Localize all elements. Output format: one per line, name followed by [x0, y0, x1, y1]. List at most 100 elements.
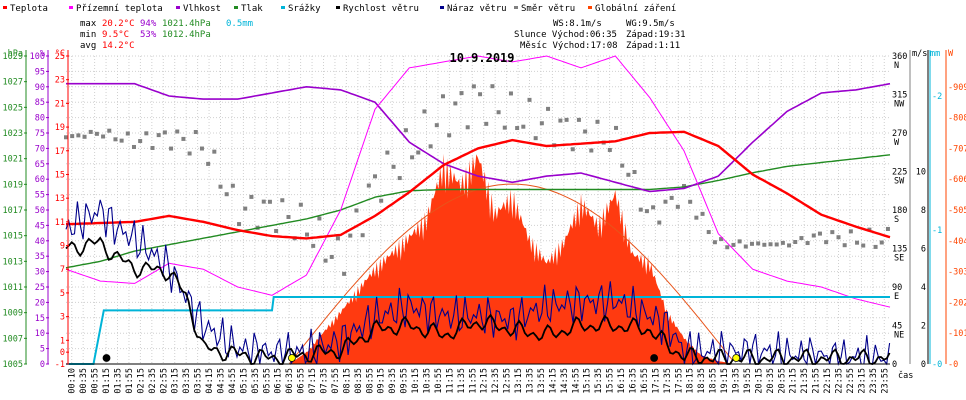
- legend-swatch: [176, 6, 180, 9]
- stat-mesic-zapad: Západ:1:11: [626, 41, 680, 51]
- wind-dir-point: [817, 231, 822, 236]
- legend-item-4: Srážky: [281, 4, 321, 14]
- axis-tick: 0: [921, 360, 926, 370]
- wind-dir-point: [651, 205, 656, 210]
- wind-dir-point: [193, 130, 198, 135]
- stat-max-hum: 94%: [140, 19, 157, 29]
- wind-dir-point: [527, 97, 532, 102]
- wind-dir-point: [82, 134, 87, 139]
- wind-dir-point: [737, 239, 742, 244]
- axis-tick: 1013: [3, 257, 23, 267]
- moon-rise-marker: [650, 354, 659, 362]
- wind-dir-point: [249, 194, 254, 199]
- axis-label: %: [40, 49, 45, 59]
- wind-dir-point: [181, 136, 186, 141]
- time-tick: 23:55: [880, 368, 890, 394]
- time-tick: 08:55: [365, 368, 375, 394]
- legend-label: Tlak: [241, 4, 263, 14]
- sunset-marker: [732, 354, 741, 362]
- wind-dir-point: [842, 243, 847, 248]
- time-tick: 01:35: [114, 368, 124, 394]
- axes: hPa1005100710091011101310151017101910211…: [3, 49, 966, 394]
- legend: Teplota Přízemní teplota Vlhkost Tlak Srážky…: [3, 4, 676, 14]
- time-tick: 11:15: [445, 368, 455, 394]
- series-prizemni-teplota: [65, 55, 891, 308]
- axis-tick: 3: [60, 313, 65, 323]
- axis-tick: 315: [892, 91, 907, 101]
- axis-tick: 70: [35, 144, 45, 154]
- time-tick: 05:35: [251, 368, 261, 394]
- legend-swatch: [336, 6, 340, 9]
- wind-dir-point: [855, 240, 860, 245]
- time-tick: 04:15: [205, 368, 215, 394]
- time-tick: 08:15: [342, 368, 352, 394]
- axis-tick: 1009: [3, 309, 23, 319]
- wind-dir-point: [564, 117, 569, 122]
- axis-tick: -404: [948, 237, 966, 247]
- axis-tick-compass: E: [894, 292, 899, 302]
- wind-dir-point: [805, 241, 810, 246]
- wind-dir-point: [508, 91, 513, 96]
- axis-tick: 25: [35, 283, 45, 293]
- axis-tick: 2: [921, 322, 926, 332]
- wind-dir-point: [706, 230, 711, 235]
- wind-dir-point: [218, 184, 223, 189]
- wind-dir-point: [230, 183, 235, 188]
- time-tick: 09:55: [400, 368, 410, 394]
- axis-tick: 0: [60, 348, 65, 358]
- axis-tick: 8: [921, 206, 926, 216]
- wind-dir-point: [490, 84, 495, 89]
- time-tick: 04:35: [217, 368, 227, 394]
- legend-item-7: Směr větru: [514, 4, 575, 14]
- legend-item-5: Rychlost větru: [336, 4, 419, 14]
- wind-dir-point: [546, 106, 551, 111]
- axis-tick: 90: [892, 283, 902, 293]
- moon-set-marker: [102, 354, 111, 362]
- axis-tick: 10: [916, 168, 926, 178]
- time-tick: 10:55: [434, 368, 444, 394]
- wind-dir-point: [348, 233, 353, 238]
- wind-dir-point: [354, 208, 359, 213]
- radiation-max-curve: [288, 183, 733, 365]
- time-tick: 18:35: [697, 368, 707, 394]
- wind-dir-point: [830, 230, 835, 235]
- time-tick: 17:15: [651, 368, 661, 394]
- time-tick: 22:35: [835, 368, 845, 394]
- wind-dir-point: [848, 229, 853, 234]
- wind-dir-point: [712, 240, 717, 245]
- axis-tick: 13: [55, 194, 65, 204]
- wind-dir-point: [212, 149, 217, 154]
- time-tick: 10:35: [423, 368, 433, 394]
- stat-avg-temp: 14.2°C: [102, 41, 135, 51]
- wind-dir-point: [107, 128, 112, 133]
- time-tick: 13:55: [537, 368, 547, 394]
- wind-dir-point: [169, 146, 174, 151]
- axis-rain: mm -0 -1 -2: [929, 49, 942, 370]
- time-tick: 11:35: [457, 368, 467, 394]
- time-tick: 03:55: [194, 368, 204, 394]
- axis-tick: 60: [35, 175, 45, 185]
- time-tick: 21:55: [812, 368, 822, 394]
- time-axis-label: čas: [898, 370, 913, 381]
- axis-tick-compass: SE: [894, 254, 904, 264]
- axis-tick: -2: [932, 92, 942, 102]
- wind-dir-point: [199, 146, 204, 151]
- stats-block: max 20.2°C 94% 1021.4hPa 0.5mm min 9.5°C…: [80, 19, 686, 51]
- legend-item-2: Vlhkost: [176, 4, 221, 14]
- time-tick: 14:55: [571, 368, 581, 394]
- axis-tick: 19: [55, 123, 65, 133]
- time-tick: 10:15: [411, 368, 421, 394]
- legend-swatch: [281, 6, 285, 9]
- wind-dir-point: [373, 174, 377, 179]
- axis-tick-compass: NE: [894, 331, 904, 341]
- axis-tick: 50: [35, 206, 45, 216]
- wind-dir-point: [138, 139, 143, 144]
- time-tick: 02:55: [159, 368, 169, 394]
- axis-tick: 0: [40, 360, 45, 370]
- time-tick: 12:15: [480, 368, 490, 394]
- legend-swatch: [588, 6, 592, 9]
- legend-item-8: Globální záření: [588, 4, 676, 14]
- time-tick: 05:15: [239, 368, 249, 394]
